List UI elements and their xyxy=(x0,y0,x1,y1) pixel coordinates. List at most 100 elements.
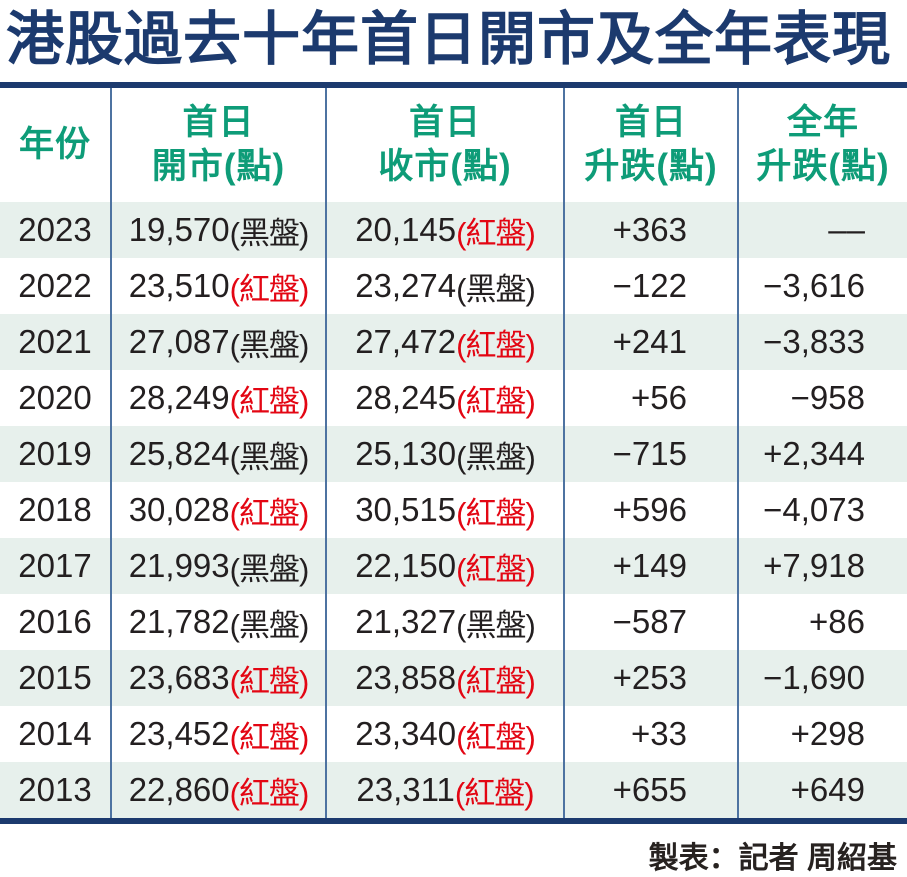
close-session-label: (黑盤) xyxy=(456,271,536,307)
open-value: 19,570 xyxy=(128,211,230,248)
year-value: 2018 xyxy=(18,491,92,528)
header-year-label: 年份 xyxy=(18,125,91,164)
year-change-value: –– xyxy=(828,211,865,248)
close-value: 25,130 xyxy=(355,435,457,472)
day-change-value: +33 xyxy=(631,715,687,752)
first-day-open-cell: 28,249 (紅盤) xyxy=(110,370,325,426)
first-day-change-cell: −715 xyxy=(563,426,737,482)
header-full-year-change: 全年 升跌(點) xyxy=(737,88,907,202)
close-value: 28,245 xyxy=(355,379,457,416)
close-value: 30,515 xyxy=(355,491,457,528)
header-first-day-change: 首日 升跌(點) xyxy=(563,88,737,202)
full-year-change-cell: −958 xyxy=(737,370,907,426)
close-value: 20,145 xyxy=(355,211,457,248)
year-value: 2023 xyxy=(18,211,92,248)
first-day-open-cell: 22,860 (紅盤) xyxy=(110,762,325,818)
year-value: 2013 xyxy=(18,771,92,808)
table-row: 2019 25,824 (黑盤) 25,130 (黑盤) −715 +2,344 xyxy=(0,426,907,482)
day-change-value: +241 xyxy=(612,323,687,360)
open-session-label: (紅盤) xyxy=(229,271,310,307)
close-value: 23,311 xyxy=(356,771,455,808)
year-change-value: −3,833 xyxy=(763,323,865,360)
day-change-value: +655 xyxy=(612,771,687,808)
header-open-line1: 首日 xyxy=(182,103,255,142)
open-session-label: (黑盤) xyxy=(229,215,310,251)
open-value: 21,993 xyxy=(128,547,230,584)
header-year: 年份 xyxy=(0,88,110,202)
open-session-label: (黑盤) xyxy=(229,327,310,363)
day-change-value: +56 xyxy=(631,379,687,416)
close-session-label: (紅盤) xyxy=(456,215,536,251)
table-header-row: 年份 首日 開市(點) 首日 收市(點) 首日 升跌(點) 全年 升跌(點) xyxy=(0,88,907,202)
full-year-change-cell: +86 xyxy=(737,594,907,650)
close-session-label: (紅盤) xyxy=(454,775,535,811)
close-value: 22,150 xyxy=(355,547,457,584)
year-cell: 2023 xyxy=(0,202,110,258)
header-close-line2: 收市(點) xyxy=(378,147,512,186)
day-change-value: −122 xyxy=(612,267,687,304)
first-day-close-cell: 23,340 (紅盤) xyxy=(325,706,563,762)
year-cell: 2013 xyxy=(0,762,110,818)
year-change-value: −1,690 xyxy=(763,659,865,696)
first-day-change-cell: +253 xyxy=(563,650,737,706)
open-value: 23,510 xyxy=(128,267,230,304)
first-day-close-cell: 23,858 (紅盤) xyxy=(325,650,563,706)
year-change-value: −958 xyxy=(790,379,865,416)
close-session-label: (紅盤) xyxy=(456,495,536,531)
first-day-open-cell: 23,683 (紅盤) xyxy=(110,650,325,706)
open-session-label: (紅盤) xyxy=(229,495,310,531)
first-day-change-cell: +363 xyxy=(563,202,737,258)
year-value: 2016 xyxy=(18,603,92,640)
open-value: 30,028 xyxy=(128,491,230,528)
first-day-open-cell: 23,452 (紅盤) xyxy=(110,706,325,762)
first-day-close-cell: 25,130 (黑盤) xyxy=(325,426,563,482)
full-year-change-cell: +649 xyxy=(737,762,907,818)
year-value: 2021 xyxy=(18,323,92,360)
year-value: 2015 xyxy=(18,659,92,696)
year-cell: 2020 xyxy=(0,370,110,426)
first-day-open-cell: 21,993 (黑盤) xyxy=(110,538,325,594)
year-cell: 2014 xyxy=(0,706,110,762)
full-year-change-cell: –– xyxy=(737,202,907,258)
header-day-change-line2: 升跌(點) xyxy=(584,147,718,186)
table-body: 2023 19,570 (黑盤) 20,145 (紅盤) +363 –– 2022 … xyxy=(0,202,907,818)
header-day-change-line1: 首日 xyxy=(614,103,687,142)
open-value: 22,860 xyxy=(128,771,230,808)
day-change-value: +149 xyxy=(612,547,687,584)
close-value: 21,327 xyxy=(355,603,457,640)
year-change-value: +298 xyxy=(790,715,865,752)
first-day-change-cell: +241 xyxy=(563,314,737,370)
first-day-open-cell: 19,570 (黑盤) xyxy=(110,202,325,258)
open-session-label: (黑盤) xyxy=(229,439,310,475)
header-first-day-close: 首日 收市(點) xyxy=(325,88,563,202)
open-session-label: (紅盤) xyxy=(229,775,310,811)
first-day-close-cell: 28,245 (紅盤) xyxy=(325,370,563,426)
close-value: 23,858 xyxy=(355,659,457,696)
year-change-value: +86 xyxy=(809,603,865,640)
header-open-line2: 開市(點) xyxy=(151,147,286,186)
table-row: 2016 21,782 (黑盤) 21,327 (黑盤) −587 +86 xyxy=(0,594,907,650)
top-rule xyxy=(0,82,907,88)
page-title: 港股過去十年首日開市及全年表現 xyxy=(6,7,892,72)
close-value: 27,472 xyxy=(355,323,457,360)
header-first-day-open: 首日 開市(點) xyxy=(110,88,325,202)
year-change-value: +2,344 xyxy=(763,435,865,472)
open-session-label: (紅盤) xyxy=(229,663,310,699)
table-row: 2021 27,087 (黑盤) 27,472 (紅盤) +241 −3,833 xyxy=(0,314,907,370)
full-year-change-cell: +2,344 xyxy=(737,426,907,482)
open-value: 23,452 xyxy=(128,715,230,752)
table-row: 2023 19,570 (黑盤) 20,145 (紅盤) +363 –– xyxy=(0,202,907,258)
first-day-change-cell: −587 xyxy=(563,594,737,650)
close-session-label: (紅盤) xyxy=(456,663,536,699)
year-cell: 2021 xyxy=(0,314,110,370)
year-value: 2014 xyxy=(18,715,92,752)
open-session-label: (紅盤) xyxy=(229,383,310,419)
first-day-close-cell: 21,327 (黑盤) xyxy=(325,594,563,650)
table-row: 2013 22,860 (紅盤) 23,311 (紅盤) +655 +649 xyxy=(0,762,907,818)
year-cell: 2018 xyxy=(0,482,110,538)
header-year-change-line1: 全年 xyxy=(786,103,859,142)
year-cell: 2015 xyxy=(0,650,110,706)
year-cell: 2017 xyxy=(0,538,110,594)
open-session-label: (紅盤) xyxy=(229,719,310,755)
